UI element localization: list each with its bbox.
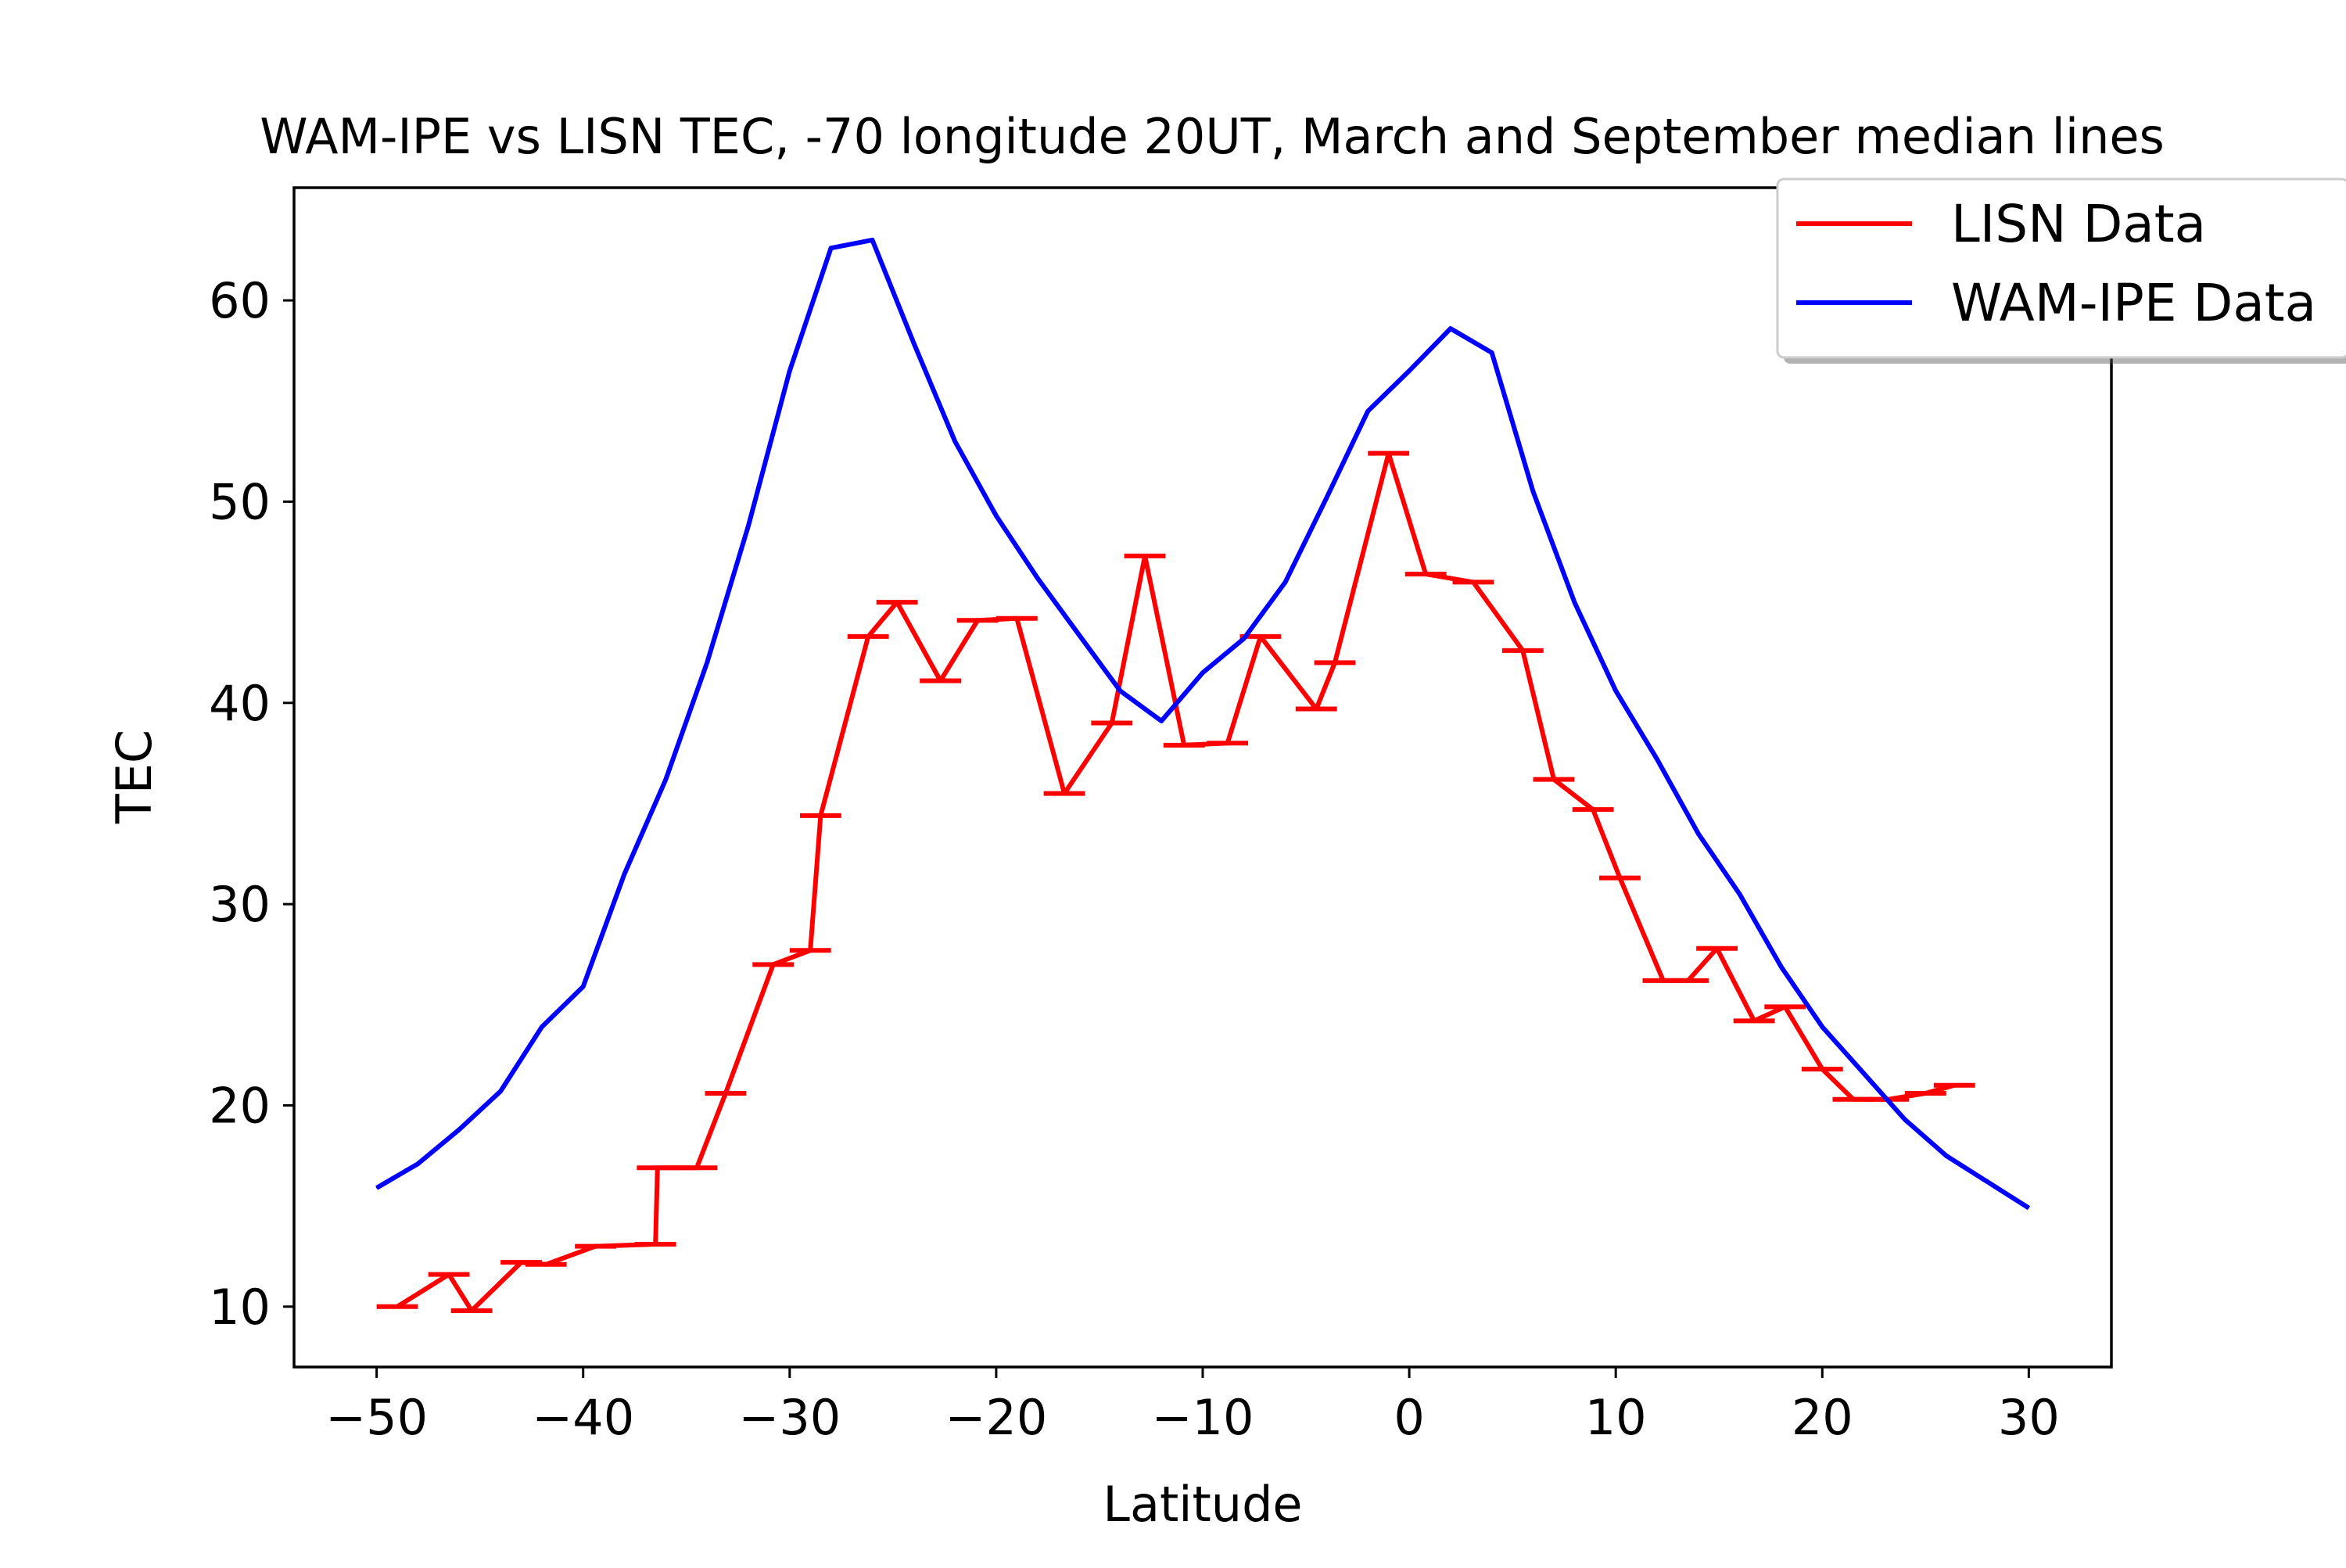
y-tick-label: 30 <box>209 876 271 933</box>
x-tick-label: −30 <box>738 1389 841 1446</box>
plot-series <box>375 237 2031 1313</box>
legend: LISN Data WAM-IPE Data <box>1776 178 2346 364</box>
data-point <box>1037 577 1038 579</box>
data-point <box>1285 581 1286 583</box>
x-tick-label: 10 <box>1585 1389 1647 1446</box>
data-point <box>1532 490 1534 493</box>
y-tick-label: 10 <box>209 1279 271 1336</box>
x-tick-label: 30 <box>1998 1389 2060 1446</box>
data-point <box>1491 352 1493 353</box>
y-tick-label: 40 <box>209 675 271 732</box>
data-point <box>1739 893 1741 895</box>
data-point <box>871 239 873 241</box>
x-tick-label: 20 <box>1792 1389 1853 1446</box>
plot-frame <box>292 186 2113 1369</box>
data-point <box>1450 328 1451 329</box>
y-tick-label: 60 <box>209 272 271 329</box>
x-axis-ticks: −50 −40 −30 −20 −10 0 10 20 30 <box>325 1367 2060 1446</box>
y-axis-ticks: 10 20 30 40 50 60 <box>209 272 294 1336</box>
x-tick-label: −50 <box>325 1389 428 1446</box>
data-point <box>830 247 832 249</box>
data-point <box>1904 1118 1906 1121</box>
data-point <box>665 778 666 780</box>
x-tick-label: −10 <box>1152 1389 1254 1446</box>
series-lisn-data <box>376 450 1975 1313</box>
data-point <box>376 1187 378 1189</box>
data-point <box>541 1026 543 1028</box>
legend-label-lisn: LISN Data <box>1951 194 2206 254</box>
x-tick-label: −40 <box>532 1389 634 1446</box>
data-point <box>1863 1072 1864 1074</box>
data-point <box>458 1128 460 1130</box>
y-tick-label: 20 <box>209 1077 271 1134</box>
data-point <box>995 515 997 517</box>
x-tick-label: 0 <box>1394 1389 1424 1446</box>
series-wam-ipe-data <box>375 237 2031 1211</box>
data-point <box>954 440 956 442</box>
data-point <box>1573 601 1575 603</box>
data-point <box>1698 833 1699 834</box>
data-point <box>706 662 708 663</box>
data-point <box>1243 637 1245 640</box>
legend-label-wam-ipe: WAM-IPE Data <box>1951 273 2316 333</box>
y-tick-label: 50 <box>209 473 271 530</box>
x-tick-label: −20 <box>945 1389 1047 1446</box>
legend-box <box>1776 178 2346 359</box>
x-axis-label: Latitude <box>1103 1476 1302 1533</box>
data-point <box>1078 633 1080 635</box>
data-point <box>1325 497 1328 498</box>
chart-title: WAM-IPE vs LISN TEC, -70 longitude 20UT,… <box>260 108 2165 165</box>
data-point <box>1160 720 1162 722</box>
y-axis-label: TEC <box>106 730 163 824</box>
data-point <box>1821 1026 1823 1028</box>
